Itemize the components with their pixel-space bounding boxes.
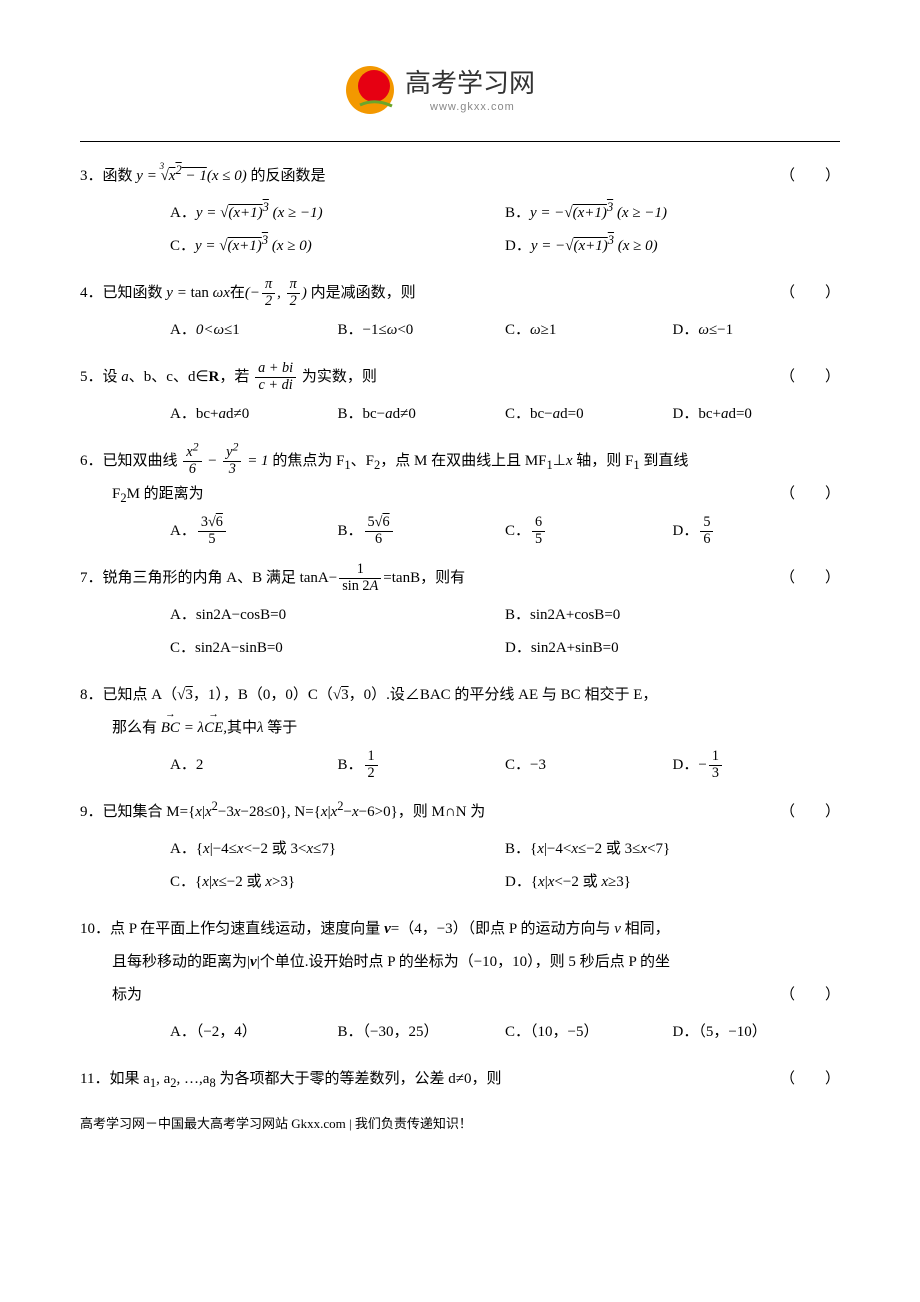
answer-paren: （ ） — [780, 1063, 840, 1096]
question-6: 6．已知双曲线 x26 − y23 = 1 的焦点为 F1、F2，点 M 在双曲… — [80, 445, 840, 548]
question-9: 9．已知集合 M={x|x2−3x−28≤0}, N={x|x2−x−6>0}，… — [80, 796, 840, 899]
q6-opt-a: A．3√65 — [170, 515, 338, 548]
q10-opt-b: B．（−30，25） — [338, 1016, 506, 1049]
header-divider — [80, 141, 840, 142]
q5-opt-c: C．bc−ad=0 — [505, 398, 673, 431]
q3-opt-c: C．y = √(x+1)3 (x ≥ 0) — [170, 230, 505, 263]
q9-opt-c: C．{x|x≤−2 或 x>3} — [170, 866, 505, 899]
answer-paren: （ ） — [780, 979, 840, 1012]
q5-opt-d: D．bc+ad=0 — [673, 398, 841, 431]
answer-paren: （ ） — [780, 796, 840, 829]
answer-paren: （ ） — [780, 361, 840, 394]
answer-paren: （ ） — [780, 277, 840, 310]
q5-opt-a: A．bc+ad≠0 — [170, 398, 338, 431]
question-11: 11．如果 a1, a2, …,a8 为各项都大于零的等差数列，公差 d≠0，则… — [80, 1063, 840, 1096]
q10-num: 10． — [80, 921, 110, 937]
q7-opt-c: C．sin2A−sinB=0 — [170, 632, 505, 665]
q4-num: 4． — [80, 285, 103, 301]
q3-opt-d: D．y = −√(x+1)3 (x ≥ 0) — [505, 230, 840, 263]
q10-opt-d: D．（5，−10） — [673, 1016, 841, 1049]
q10-opt-c: C．（10，−5） — [505, 1016, 673, 1049]
question-5: 5．设 a、b、c、d∈R，若 a + bic + di 为实数，则 （ ） A… — [80, 361, 840, 431]
q6-opt-b: B．5√66 — [338, 515, 506, 548]
answer-paren: （ ） — [780, 160, 840, 193]
q3-opt-a: A．y = √(x+1)3 (x ≥ −1) — [170, 197, 505, 230]
logo-title: 高考学习网 — [405, 69, 535, 98]
q8-opt-b: B．12 — [338, 749, 506, 782]
answer-paren: （ ） — [780, 562, 840, 595]
q7-opt-a: A．sin2A−cosB=0 — [170, 599, 505, 632]
question-10: 10．点 P 在平面上作匀速直线运动，速度向量 v=（4，−3）（即点 P 的运… — [80, 913, 840, 1049]
q3-opt-b: B．y = −√(x+1)3 (x ≥ −1) — [505, 197, 840, 230]
question-4: 4．已知函数 y = tan ωx在(−π2, π2) 内是减函数，则 （ ） … — [80, 277, 840, 347]
q7-opt-d: D．sin2A+sinB=0 — [505, 632, 840, 665]
q10-opt-a: A．（−2，4） — [170, 1016, 338, 1049]
q4-opt-b: B．−1≤ω<0 — [338, 314, 506, 347]
q5-opt-b: B．bc−ad≠0 — [338, 398, 506, 431]
q6-opt-d: D．56 — [673, 515, 841, 548]
q8-opt-c: C．−3 — [505, 749, 673, 782]
page-footer: 高考学习网－中国最大高考学习网站 Gkxx.com | 我们负责传递知识！ — [80, 1110, 840, 1139]
q6-opt-c: C．65 — [505, 515, 673, 548]
question-3: 3．函数 y = 3√x2 − 1(x ≤ 0) 的反函数是 （ ） A．y =… — [80, 160, 840, 263]
q4-opt-a: A．0<ω≤1 — [170, 314, 338, 347]
q9-opt-a: A．{x|−4≤x<−2 或 3<x≤7} — [170, 833, 505, 866]
q3-num: 3． — [80, 168, 103, 184]
q8-opt-d: D．−13 — [673, 749, 841, 782]
answer-paren: （ ） — [780, 478, 840, 511]
q8-opt-a: A．2 — [170, 749, 338, 782]
q4-opt-d: D．ω≤−1 — [673, 314, 841, 347]
q4-opt-c: C．ω≥1 — [505, 314, 673, 347]
question-8: 8．已知点 A（√3，1），B（0，0）C（√3，0）.设∠BAC 的平分线 A… — [80, 679, 840, 782]
question-7: 7．锐角三角形的内角 A、B 满足 tanA−1sin 2A=tanB，则有 （… — [80, 562, 840, 665]
q7-opt-b: B．sin2A+cosB=0 — [505, 599, 840, 632]
q11-num: 11． — [80, 1071, 109, 1087]
q7-num: 7． — [80, 570, 103, 586]
logo-url: www.gkxx.com — [429, 101, 515, 113]
q9-num: 9． — [80, 804, 103, 820]
q9-opt-d: D．{x|x<−2 或 x≥3} — [505, 866, 840, 899]
site-logo: 高考学习网 www.gkxx.com — [80, 60, 840, 133]
q9-opt-b: B．{x|−4<x≤−2 或 3≤x<7} — [505, 833, 840, 866]
q8-num: 8． — [80, 687, 103, 703]
q5-num: 5． — [80, 369, 103, 385]
q6-num: 6． — [80, 453, 103, 469]
